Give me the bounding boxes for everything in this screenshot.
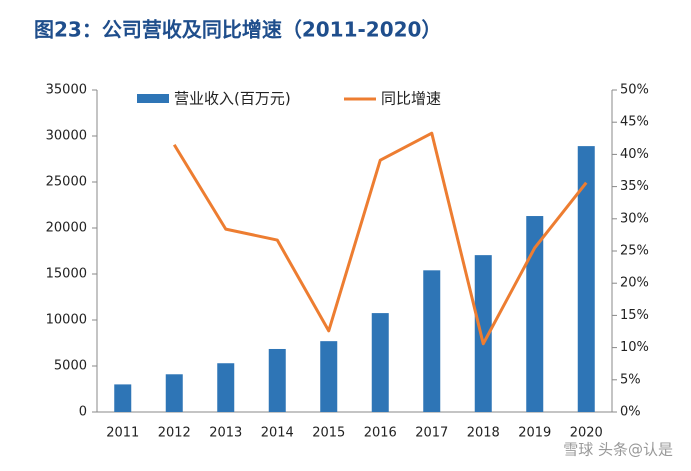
y2-tick-label: 45% [620, 115, 649, 130]
legend-swatch [137, 94, 169, 103]
y-tick-label: 15000 [46, 267, 87, 282]
y2-tick-label: 0% [620, 405, 641, 420]
y-tick-label: 35000 [46, 83, 87, 98]
legend-label: 同比增速 [381, 90, 441, 108]
bar [217, 363, 235, 412]
y2-tick-label: 25% [620, 244, 649, 259]
bar [165, 374, 183, 412]
line [172, 131, 588, 346]
x-tick-label: 2020 [570, 426, 603, 441]
chart-title: 图23：公司营收及同比增速（2011-2020） [34, 18, 441, 42]
y2-tick-label: 15% [620, 308, 649, 323]
bar [423, 270, 441, 412]
y2-tick-label: 5% [620, 372, 641, 387]
y-tick-label: 10000 [46, 313, 87, 328]
watermark: 雪球 头条@认是 [563, 441, 673, 459]
x-tick-label: 2016 [364, 426, 397, 441]
x-tick-label: 2015 [312, 426, 345, 441]
bar [577, 146, 595, 412]
y2-tick-label: 20% [620, 276, 649, 291]
bar [474, 255, 492, 412]
y2-tick-label: 35% [620, 179, 649, 194]
y2-tick-label: 30% [620, 211, 649, 226]
y-tick-label: 25000 [46, 175, 87, 190]
x-tick-label: 2019 [518, 426, 551, 441]
legend-label: 营业收入(百万元) [174, 90, 291, 108]
bar [320, 341, 338, 412]
x-tick-label: 2013 [209, 426, 242, 441]
y2-tick-label: 40% [620, 147, 649, 162]
bar [114, 384, 132, 412]
y-tick-label: 5000 [54, 359, 87, 374]
y-tick-label: 30000 [46, 129, 87, 144]
y-tick-label: 0 [79, 405, 87, 420]
x-tick-label: 2011 [106, 426, 139, 441]
x-tick-label: 2018 [467, 426, 500, 441]
y-tick-label: 20000 [46, 221, 87, 236]
bar [268, 348, 286, 412]
x-tick-label: 2012 [158, 426, 191, 441]
y2-tick-label: 50% [620, 83, 649, 98]
y2-tick-label: 10% [620, 340, 649, 355]
x-tick-label: 2014 [261, 426, 294, 441]
bar [371, 313, 389, 412]
bar [526, 216, 544, 412]
x-tick-label: 2017 [415, 426, 448, 441]
